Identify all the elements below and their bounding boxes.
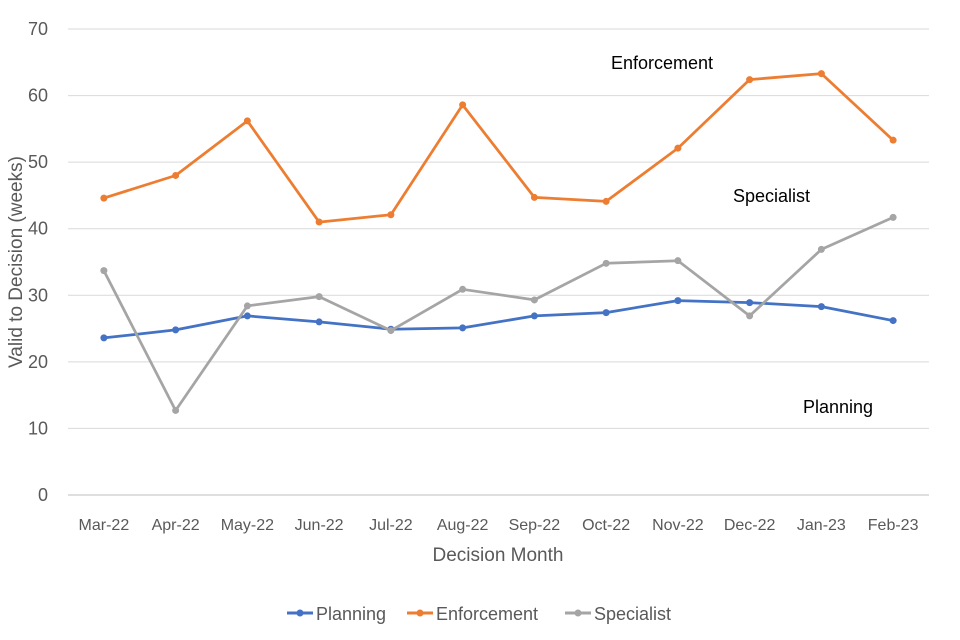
y-tick-label: 20 — [28, 352, 48, 372]
legend-item-planning[interactable]: Planning — [287, 604, 386, 624]
y-axis-ticks: 0 10 20 30 40 50 60 70 — [28, 19, 48, 505]
y-tick-label: 30 — [28, 285, 48, 305]
x-tick-label: Sep-22 — [509, 517, 561, 534]
y-tick-label: 0 — [38, 485, 48, 505]
gridlines — [68, 28, 929, 496]
data-point-specialist[interactable] — [172, 406, 180, 414]
data-point-specialist[interactable] — [817, 245, 825, 253]
data-point-specialist[interactable] — [243, 302, 251, 310]
series-line-planning — [102, 299, 895, 340]
data-point-planning[interactable] — [459, 324, 467, 332]
data-point-enforcement[interactable] — [459, 101, 467, 109]
legend: Planning Enforcement Specialist — [287, 604, 671, 624]
y-tick-label: 50 — [28, 152, 48, 172]
x-tick-label: Apr-22 — [152, 517, 200, 534]
x-tick-label: Nov-22 — [652, 517, 704, 534]
data-point-specialist[interactable] — [674, 257, 682, 265]
data-point-planning[interactable] — [889, 317, 897, 325]
data-point-specialist[interactable] — [530, 296, 538, 304]
data-point-enforcement[interactable] — [674, 144, 682, 152]
y-tick-label: 70 — [28, 19, 48, 39]
data-point-enforcement[interactable] — [315, 218, 323, 226]
legend-item-enforcement[interactable]: Enforcement — [407, 604, 538, 624]
y-tick-label: 10 — [28, 418, 48, 438]
data-point-enforcement[interactable] — [530, 193, 538, 201]
series-line-enforcement — [102, 72, 895, 224]
data-point-planning[interactable] — [530, 312, 538, 320]
x-axis-ticks: Mar-22 Apr-22 May-22 Jun-22 Jul-22 Aug-22 Sep-… — [79, 517, 919, 534]
y-tick-label: 60 — [28, 86, 48, 106]
series-lines — [100, 70, 897, 414]
data-point-planning[interactable] — [315, 318, 323, 326]
data-point-enforcement[interactable] — [602, 197, 610, 205]
x-tick-label: Feb-23 — [868, 517, 919, 534]
legend-marker-enforcement — [416, 609, 424, 617]
data-point-planning[interactable] — [172, 326, 180, 334]
data-point-specialist[interactable] — [387, 327, 395, 335]
annotation-planning: Planning — [803, 397, 873, 417]
data-point-planning[interactable] — [100, 334, 108, 342]
y-tick-label: 40 — [28, 219, 48, 239]
annotation-enforcement: Enforcement — [611, 53, 713, 73]
data-point-enforcement[interactable] — [889, 136, 897, 144]
x-axis-title: Decision Month — [433, 545, 564, 566]
data-point-enforcement[interactable] — [243, 117, 251, 125]
x-tick-label: Dec-22 — [724, 517, 776, 534]
data-point-specialist[interactable] — [459, 285, 467, 293]
x-tick-label: Jan-23 — [797, 517, 846, 534]
legend-marker-specialist — [574, 609, 582, 617]
data-point-planning[interactable] — [817, 303, 825, 311]
data-point-specialist[interactable] — [315, 293, 323, 301]
legend-label-planning: Planning — [316, 604, 386, 624]
x-tick-label: May-22 — [221, 517, 274, 534]
x-tick-label: Jun-22 — [295, 517, 344, 534]
annotation-specialist: Specialist — [733, 186, 810, 206]
data-point-enforcement[interactable] — [746, 76, 754, 84]
data-point-enforcement[interactable] — [387, 211, 395, 219]
data-point-specialist[interactable] — [602, 259, 610, 267]
data-point-enforcement[interactable] — [172, 171, 180, 179]
y-axis-title: Valid to Decision (weeks) — [6, 156, 27, 368]
data-point-enforcement[interactable] — [100, 194, 108, 202]
data-point-planning[interactable] — [746, 299, 754, 307]
data-point-planning[interactable] — [602, 309, 610, 317]
data-point-specialist[interactable] — [100, 267, 108, 275]
data-point-enforcement[interactable] — [817, 70, 825, 78]
legend-label-specialist: Specialist — [594, 604, 671, 624]
x-tick-label: Oct-22 — [582, 517, 630, 534]
legend-marker-planning — [296, 609, 304, 617]
x-tick-label: Mar-22 — [79, 517, 130, 534]
data-point-specialist[interactable] — [889, 213, 897, 221]
data-point-specialist[interactable] — [746, 312, 754, 320]
legend-item-specialist[interactable]: Specialist — [565, 604, 671, 624]
data-point-planning[interactable] — [243, 312, 251, 320]
x-tick-label: Aug-22 — [437, 517, 489, 534]
legend-label-enforcement: Enforcement — [436, 604, 538, 624]
x-tick-label: Jul-22 — [369, 517, 413, 534]
series-line-specialist — [102, 216, 895, 412]
data-point-planning[interactable] — [674, 297, 682, 305]
